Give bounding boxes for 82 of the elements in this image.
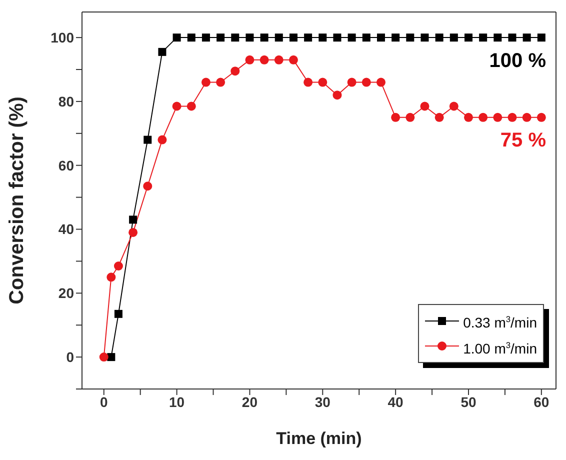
point [362,78,371,87]
point [434,112,444,122]
point [376,34,385,42]
point [289,34,298,42]
point [99,352,108,362]
point [522,112,532,122]
point [332,90,342,100]
point [304,34,312,42]
point [187,34,196,42]
y-tick-label: 20 [58,285,74,302]
point [479,34,488,42]
point [450,34,458,42]
point [537,34,546,42]
point [464,112,473,122]
point [129,216,138,224]
point [128,228,138,237]
point [106,272,116,282]
x-tick-label: 50 [460,394,476,410]
point [260,55,269,64]
point [478,112,488,122]
point [172,34,181,42]
point [347,78,356,87]
point [201,78,210,87]
point [464,34,472,42]
x-axis-title: Time (min) [276,429,362,448]
point [508,112,517,122]
point [508,34,516,42]
point [449,102,458,111]
y-tick-label: 40 [58,221,74,238]
point [406,112,415,122]
point [245,55,254,64]
point [158,48,166,56]
point [107,353,116,362]
point [186,102,196,111]
point [391,112,400,122]
point [172,102,182,111]
point [304,78,313,87]
point [260,34,268,42]
point [376,78,386,87]
point [493,112,502,122]
point [333,34,342,42]
point [143,182,152,191]
x-tick-label: 20 [242,394,258,410]
point [348,34,356,42]
point [494,34,502,42]
point [114,310,122,318]
annotation: 100 % [489,50,546,72]
point [114,261,123,270]
legend-label: 0.33 m$^{3}$/min [463,314,537,331]
point [202,34,210,42]
y-tick-label: 100 [50,30,74,46]
legend-label: 1.00 m$^{3}$/min [463,340,537,356]
point [216,78,226,87]
point [522,34,531,42]
y-axis-title: Conversion factor (%) [6,96,28,304]
point [420,102,430,111]
point [158,135,167,144]
point [318,34,327,42]
point [144,136,152,144]
point [420,34,429,42]
x-tick-label: 60 [534,394,550,410]
x-tick-label: 0 [100,394,108,410]
point [230,66,240,76]
point [231,34,240,42]
y-tick-label: 60 [58,157,74,174]
point [246,34,254,42]
x-tick-label: 40 [388,394,404,410]
x-tick-label: 30 [314,394,331,410]
y-tick-label: 80 [58,93,74,110]
point [274,34,283,42]
point [406,34,414,42]
point [435,34,444,42]
point [392,34,400,42]
point [216,34,225,42]
point [274,55,284,64]
y-tick-label: 0 [66,349,74,366]
point [536,112,546,122]
annotation: 75 % [500,130,546,152]
x-tick-label: 10 [169,394,185,410]
point [318,78,328,87]
point [288,55,298,64]
point [362,34,370,42]
